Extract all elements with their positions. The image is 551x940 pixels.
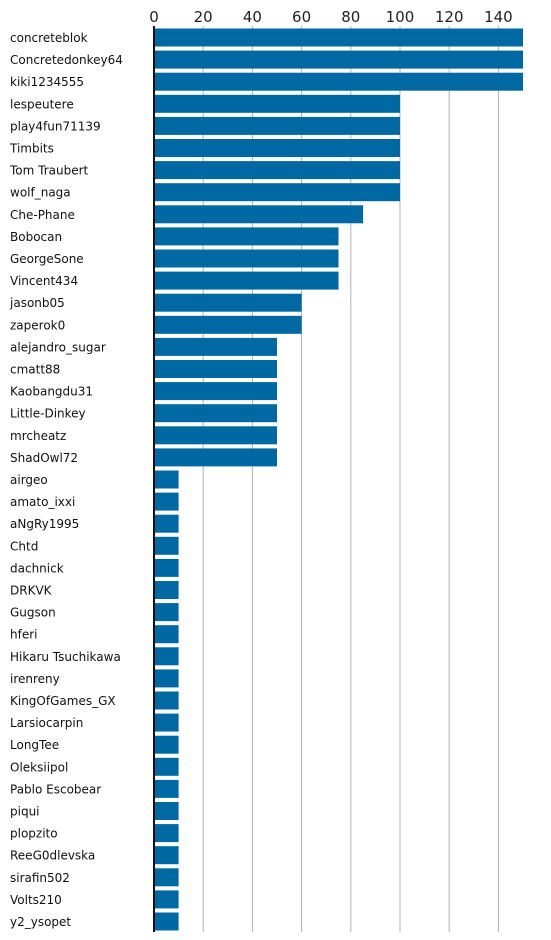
bar <box>154 249 339 268</box>
category-label: Che-Phane <box>10 208 75 222</box>
category-label: alejandro_sugar <box>10 340 106 354</box>
category-label: plopzito <box>10 827 58 841</box>
category-label: Hikaru Tsuchikawa <box>10 650 121 664</box>
bar <box>154 139 400 157</box>
category-label: cmatt88 <box>10 363 60 377</box>
bar <box>154 581 179 599</box>
category-labels: concreteblok Concretedonkey64 kiki1234555 l… <box>9 31 123 929</box>
category-label: Little-Dinkey <box>10 407 86 421</box>
category-label: Vincent434 <box>10 274 78 288</box>
x-tick-label: 140 <box>484 8 513 26</box>
category-label: GeorgeSone <box>10 252 84 266</box>
bar <box>154 669 179 688</box>
bar <box>154 868 179 887</box>
category-label: play4fun71139 <box>10 119 101 133</box>
bar <box>154 382 277 401</box>
bar <box>154 691 179 710</box>
bar <box>154 161 400 180</box>
bar <box>154 603 179 622</box>
bar <box>154 824 179 843</box>
category-label: mrcheatz <box>10 429 66 443</box>
x-tick-label: 40 <box>243 8 262 26</box>
category-label: Oleksiipol <box>10 760 68 774</box>
category-label: sirafin502 <box>10 871 70 885</box>
category-label: LongTee <box>10 738 59 752</box>
category-label: kiki1234555 <box>10 75 84 89</box>
bar <box>154 183 400 202</box>
category-label: Gugson <box>10 606 56 620</box>
bar <box>154 779 179 798</box>
bar <box>154 802 179 820</box>
bar <box>154 116 400 135</box>
category-label: y2_ysopet <box>10 915 71 929</box>
category-label: concreteblok <box>10 31 88 45</box>
bar <box>154 492 179 511</box>
bar <box>154 50 523 69</box>
bar <box>154 426 277 445</box>
x-tick-labels: 0 20 40 60 80 100 120 140 <box>149 8 512 26</box>
category-label: hferi <box>10 628 37 642</box>
bar <box>154 735 179 754</box>
bar <box>154 72 523 91</box>
bar <box>154 757 179 776</box>
bar <box>154 404 277 423</box>
category-label: KingOfGames_GX <box>10 694 116 708</box>
category-label: Volts210 <box>10 893 62 907</box>
category-label: Tom Traubert <box>9 164 89 178</box>
x-tick-label: 60 <box>292 8 311 26</box>
category-label: dachnick <box>10 561 64 575</box>
bar <box>154 293 302 312</box>
category-label: zaperok0 <box>10 318 65 332</box>
bar <box>154 846 179 865</box>
bar <box>154 227 339 246</box>
bar <box>154 448 277 467</box>
category-label: piqui <box>10 805 40 819</box>
bar <box>154 536 179 555</box>
category-label: aNgRy1995 <box>10 517 79 531</box>
bar <box>154 360 277 378</box>
category-label: Concretedonkey64 <box>10 53 123 67</box>
category-label: DRKVK <box>10 584 53 598</box>
category-label: lespeutere <box>10 97 74 111</box>
category-label: wolf_naga <box>10 186 71 200</box>
x-tick-label: 80 <box>341 8 360 26</box>
bar <box>154 514 179 533</box>
bars <box>154 28 523 931</box>
category-label: Chtd <box>10 539 38 553</box>
bar <box>154 625 179 644</box>
bar <box>154 470 179 489</box>
bar <box>154 647 179 666</box>
bar <box>154 558 179 577</box>
category-label: Kaobangdu31 <box>10 385 93 399</box>
x-tick-label: 20 <box>194 8 213 26</box>
bar <box>154 337 277 356</box>
category-label: Pablo Escobear <box>10 782 101 796</box>
category-label: airgeo <box>10 473 48 487</box>
category-label: jasonb05 <box>9 296 65 310</box>
bar <box>154 912 179 931</box>
bar <box>154 28 523 47</box>
x-tick-label: 0 <box>149 8 159 26</box>
category-label: Timbits <box>9 142 54 156</box>
bar <box>154 890 179 909</box>
bar <box>154 713 179 732</box>
bar <box>154 315 302 334</box>
x-tick-label: 120 <box>435 8 464 26</box>
category-label: ReeG0dlevska <box>10 849 95 863</box>
category-label: Bobocan <box>10 230 62 244</box>
category-label: irenreny <box>10 672 60 686</box>
bar <box>154 205 364 224</box>
category-label: Larsiocarpin <box>10 716 83 730</box>
bar <box>154 271 339 290</box>
category-label: ShadOwl72 <box>10 451 78 465</box>
bar <box>154 94 400 113</box>
x-tick-label: 100 <box>386 8 415 26</box>
category-label: amato_ixxi <box>10 495 75 509</box>
